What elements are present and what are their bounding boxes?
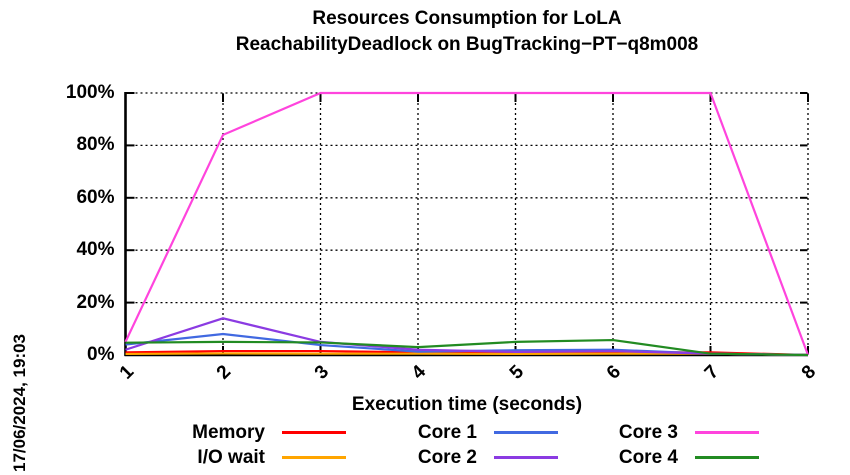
legend-label: Core 2 — [417, 446, 477, 468]
y-tick-label: 80% — [76, 134, 115, 156]
y-tick-label: 0% — [87, 344, 115, 365]
chart-title-line1: Resources Consumption for LoLA — [312, 8, 622, 29]
legend-line-swatch — [282, 431, 346, 434]
legend-entry-core-1: Core 1 — [325, 420, 558, 445]
series-line-core-2 — [125, 317, 809, 357]
series-line-core-4 — [125, 338, 809, 357]
legend-column: Core 1 Core 2 — [325, 420, 558, 470]
legend-label: I/O wait — [197, 446, 265, 468]
legend-label: Memory — [192, 421, 265, 443]
legend-entry-core-4: Core 4 — [526, 445, 759, 470]
legend-line-swatch — [695, 431, 759, 434]
legend-label: Core 4 — [618, 446, 678, 468]
legend-line-swatch — [282, 456, 346, 459]
x-axis-label: Execution time (seconds) — [351, 394, 583, 415]
legend-column: Core 3 Core 4 — [526, 420, 759, 470]
legend-line-swatch — [494, 456, 558, 459]
y-tick-label: 40% — [76, 239, 115, 261]
legend-entry-core-3: Core 3 — [526, 420, 759, 445]
y-tick-label: 100% — [65, 82, 115, 103]
legend-label: Core 1 — [417, 421, 477, 443]
legend-column: Memory I/O wait — [113, 420, 346, 470]
y-tick-label: 60% — [76, 186, 115, 208]
legend-entry-core-2: Core 2 — [325, 445, 558, 470]
legend-line-swatch — [494, 431, 558, 434]
y-tick-label: 20% — [76, 291, 115, 313]
legend-label: Core 3 — [618, 421, 678, 443]
legend-entry-memory: Memory — [113, 420, 346, 445]
legend-line-swatch — [695, 456, 759, 459]
chart-legend: Memory I/O wait Core 1 Core 2 Core 3 Core 4 — [0, 420, 850, 472]
chart-title-line2: ReachabilityDeadlock on BugTracking−PT−q… — [235, 34, 699, 55]
legend-entry-i-o-wait: I/O wait — [113, 445, 346, 470]
series-line-core-3 — [124, 91, 810, 356]
chart-title: Resources Consumption for LoLA Reachabil… — [126, 6, 808, 58]
